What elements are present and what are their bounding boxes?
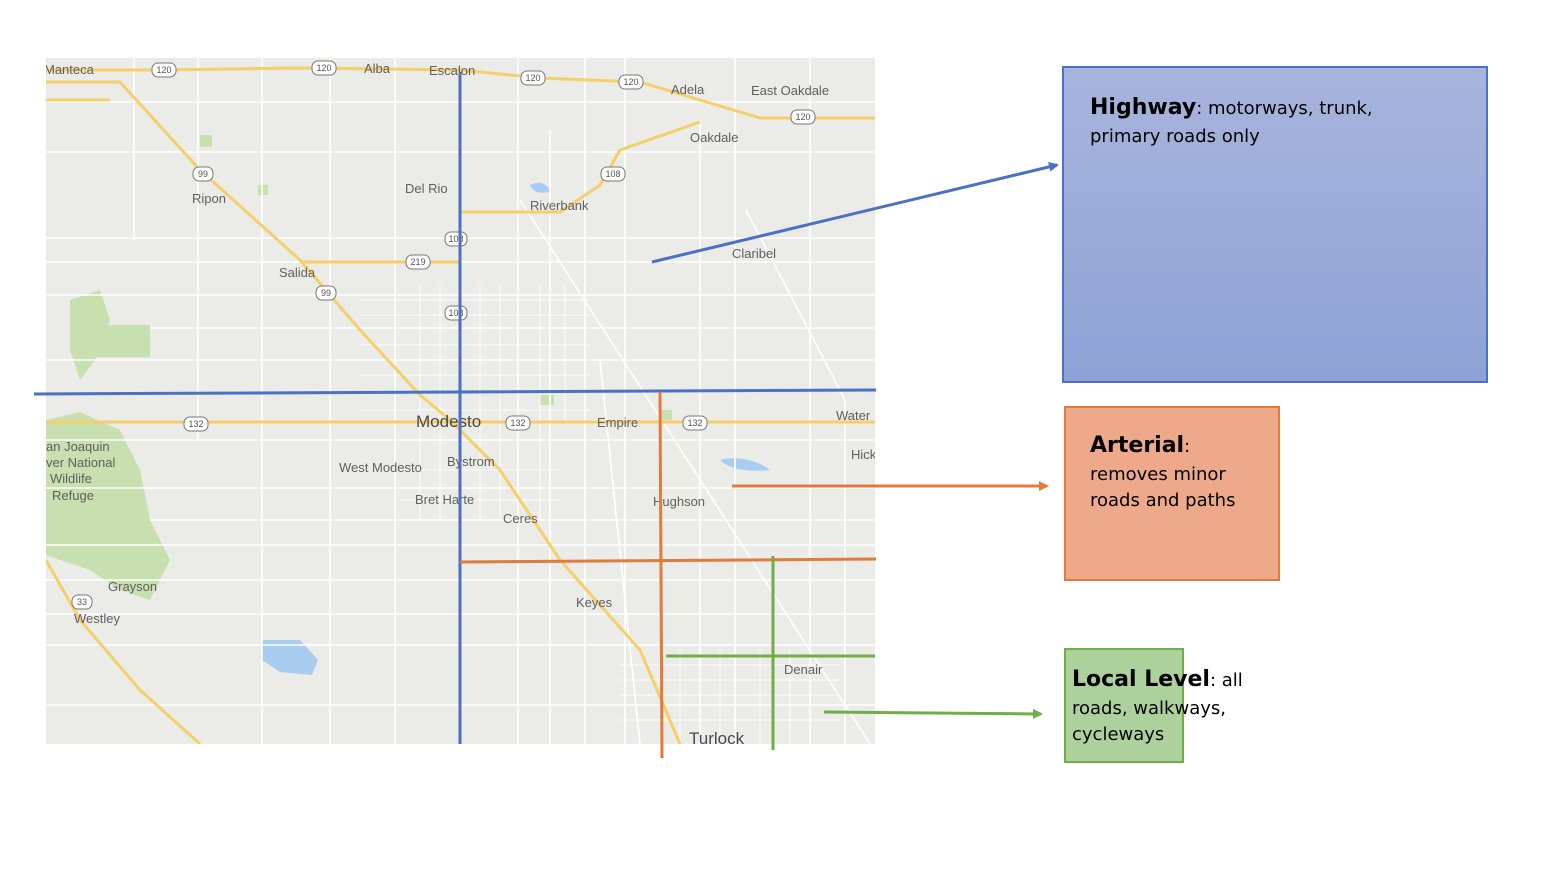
highway-description: Highway: motorways, trunk, primary roads… [1090,92,1420,150]
local-partition-lines [666,556,875,750]
route-shield-label: 33 [77,597,87,607]
route-shield: 108 [444,231,468,247]
place-label-oakdale: Oakdale [690,130,738,145]
highway-arrow [651,162,1059,264]
route-shield: 33 [71,594,93,610]
place-label-manteca: Manteca [44,62,95,77]
route-shield-label: 120 [316,63,331,73]
urban-grid [360,285,840,744]
place-label-waterford: Water [836,408,871,423]
route-shield: 132 [682,415,708,431]
route-shield: 219 [405,254,431,270]
route-shield-label: 219 [410,257,425,267]
place-label-ripon: Ripon [192,191,226,206]
place-label-riverbank: Riverbank [530,198,589,213]
place-label-refuge-line2: ver National [46,455,115,470]
arterial-horizontal-divider [459,557,877,564]
route-shield-label: 99 [321,288,331,298]
route-shield: 132 [505,415,531,431]
route-shield: 99 [315,285,337,301]
place-label-modesto: Modesto [416,412,481,431]
route-shield-label: 132 [510,418,525,428]
route-shield: 132 [183,416,209,432]
local-description: Local Level: all roads, walkways, cyclew… [1072,664,1252,748]
place-label-claribel: Claribel [732,246,776,261]
route-shield-label: 120 [525,73,540,83]
route-shield: 120 [520,70,546,86]
place-label-salida: Salida [279,265,316,280]
place-label-refuge-line3: Wildlife [50,471,92,486]
route-shield-label: 132 [687,418,702,428]
route-shield-label: 108 [448,234,463,244]
place-label-alba: Alba [364,61,391,76]
route-shield-label: 120 [795,112,810,122]
route-shields: 120 120 120 120 120 108 108 108 99 99 21… [71,60,816,610]
place-label-keyes: Keyes [576,595,613,610]
arterial-vertical-divider [658,391,664,759]
place-label-denair: Denair [784,662,823,677]
place-label-ceres: Ceres [503,511,538,526]
route-shield-label: 120 [623,77,638,87]
arterial-description: Arterial: removes minor roads and paths [1090,430,1275,514]
route-shield-label: 108 [448,308,463,318]
route-shield-label: 120 [156,65,171,75]
route-shield: 108 [444,305,468,321]
local-box [1064,648,1184,763]
arterial-desc-text: removes minor roads and paths [1090,463,1236,511]
water-areas [262,182,770,675]
arterial-desc-colon: : [1184,436,1191,457]
place-label-bret-harte: Bret Harte [415,492,474,507]
place-label-del-rio: Del Rio [405,181,448,196]
place-label-hickman: Hick [851,447,877,462]
highway-title: Highway [1090,95,1197,120]
place-label-refuge-line4: Refuge [52,488,94,503]
arterial-partition-lines [459,391,877,759]
place-label-refuge-line1: an Joaquin [46,439,110,454]
place-label-empire: Empire [597,415,638,430]
arterial-box [1064,406,1280,581]
place-label-hughson: Hughson [653,494,705,509]
route-shield: 99 [192,166,214,182]
highway-horizontal-divider [33,388,877,396]
highway-partition-lines [33,72,877,744]
highway-desc-text: : motorways, trunk, primary roads only [1090,98,1373,147]
place-label-bystrom: Bystrom [447,454,495,469]
park-areas [46,135,672,600]
route-shield: 120 [790,109,816,125]
local-title: Local Level [1072,667,1210,692]
place-label-escalon: Escalon [429,63,475,78]
place-label-grayson: Grayson [108,579,157,594]
route-shield: 120 [618,74,644,90]
route-shield: 120 [151,62,177,78]
route-shield-label: 132 [188,419,203,429]
place-label-westley: Westley [74,611,120,626]
highway-box [1062,66,1488,383]
route-shield: 120 [311,60,337,76]
local-desc-text: : all roads, walkways, cycleways [1072,670,1243,745]
route-shield-label: 99 [198,169,208,179]
place-label-east-oakdale: East Oakdale [751,83,829,98]
arterial-title: Arterial [1090,433,1185,458]
route-shield-label: 108 [605,169,620,179]
local-arrow [823,708,1043,719]
place-label-west-modesto: West Modesto [339,460,422,475]
place-label-turlock: Turlock [689,729,745,748]
route-shield: 108 [600,166,626,182]
place-label-adela: Adela [671,82,705,97]
